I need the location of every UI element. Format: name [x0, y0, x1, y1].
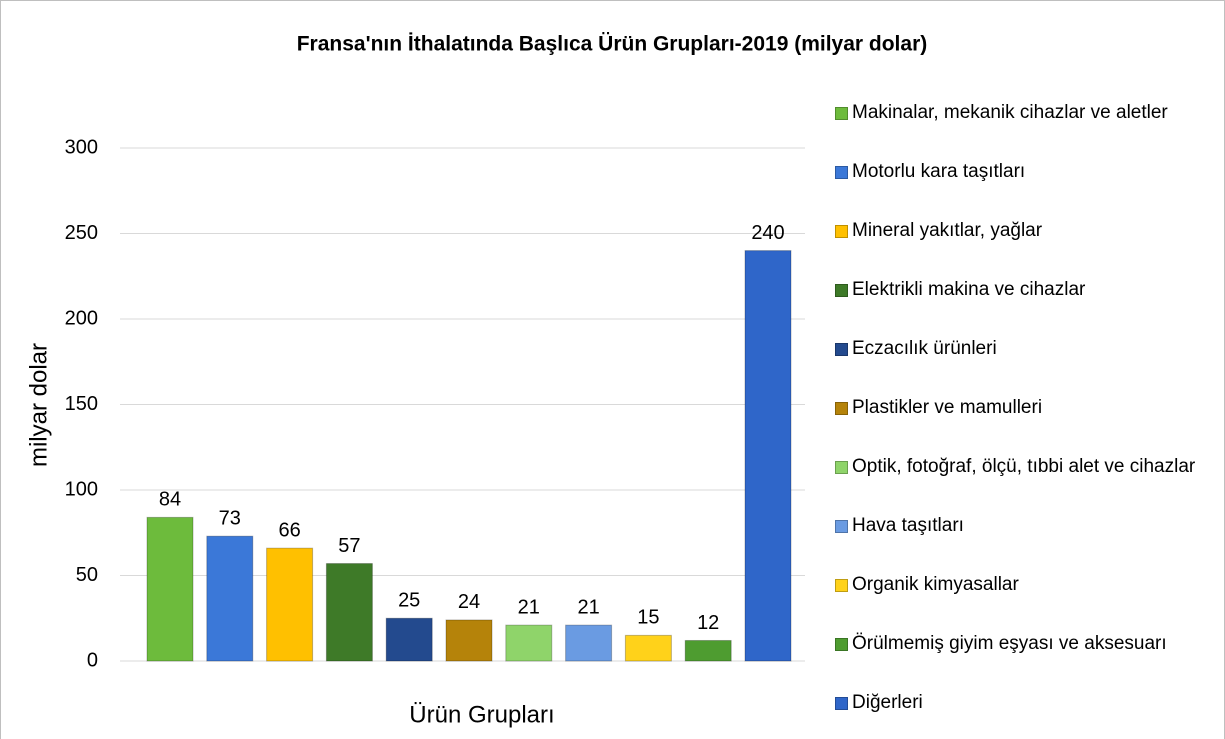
legend-swatch	[835, 579, 848, 592]
legend-label: Mineral yakıtlar, yağlar	[852, 220, 1043, 241]
legend-swatch	[835, 520, 848, 533]
legend-item: Örülmemiş giyim eşyası ve aksesuarı	[835, 628, 1220, 660]
bar	[744, 250, 792, 662]
legend-item: Diğerleri	[835, 687, 1220, 719]
legend-label: Optik, fotoğraf, ölçü, tıbbi alet ve cih…	[852, 456, 1196, 477]
bar	[146, 516, 194, 662]
value-label: 21	[518, 596, 540, 618]
legend-item: Elektrikli makina ve cihazlar	[835, 274, 1220, 306]
y-tick-label: 50	[76, 564, 98, 586]
legend-label: Eczacılık ürünleri	[852, 338, 997, 359]
value-label: 73	[219, 507, 241, 529]
value-label: 12	[697, 612, 719, 634]
value-label: 15	[637, 607, 659, 629]
value-label: 25	[398, 590, 420, 612]
legend-item: Hava taşıtları	[835, 510, 1220, 542]
legend-label: Organik kimyasallar	[852, 574, 1019, 595]
legend-label: Diğerleri	[852, 692, 923, 713]
y-axis-label: milyar dolar	[25, 343, 52, 467]
value-label: 66	[278, 519, 300, 541]
bar	[266, 547, 314, 662]
value-label: 21	[577, 596, 599, 618]
legend-swatch	[835, 107, 848, 120]
chart-title: Fransa'nın İthalatında Başlıca Ürün Grup…	[297, 33, 928, 56]
legend-label: Makinalar, mekanik cihazlar ve aletler	[852, 102, 1168, 123]
legend-item: Eczacılık ürünleri	[835, 333, 1220, 365]
legend-label: Hava taşıtları	[852, 515, 964, 536]
y-tick-label: 250	[65, 222, 98, 244]
bar	[624, 634, 672, 662]
value-label: 57	[338, 535, 360, 557]
legend-swatch	[835, 461, 848, 474]
y-tick-label: 200	[65, 307, 98, 329]
legend-item: Plastikler ve mamulleri	[835, 392, 1220, 424]
legend-label: Motorlu kara taşıtları	[852, 161, 1026, 182]
legend-label: Elektrikli makina ve cihazlar	[852, 279, 1086, 300]
legend-swatch	[835, 638, 848, 651]
bar	[445, 619, 493, 662]
y-tick-label: 100	[65, 478, 98, 500]
legend-label: Örülmemiş giyim eşyası ve aksesuarı	[852, 633, 1167, 654]
y-tick-label: 150	[65, 393, 98, 415]
value-label: 84	[159, 489, 181, 511]
legend-item: Mineral yakıtlar, yağlar	[835, 215, 1220, 247]
legend-swatch	[835, 284, 848, 297]
legend-item: Organik kimyasallar	[835, 569, 1220, 601]
bar	[565, 624, 613, 662]
x-axis-label: Ürün Grupları	[409, 701, 554, 728]
bar	[385, 617, 433, 662]
value-label: 24	[458, 591, 480, 613]
y-tick-label: 0	[87, 649, 98, 671]
bar	[505, 624, 553, 662]
legend-swatch	[835, 402, 848, 415]
legend-swatch	[835, 166, 848, 179]
legend-item: Optik, fotoğraf, ölçü, tıbbi alet ve cih…	[835, 451, 1220, 483]
value-label: 240	[751, 222, 784, 244]
legend-swatch	[835, 697, 848, 710]
y-tick-label: 300	[65, 136, 98, 158]
legend-label: Plastikler ve mamulleri	[852, 397, 1043, 418]
legend-item: Motorlu kara taşıtları	[835, 156, 1220, 188]
bar	[206, 535, 254, 662]
legend-swatch	[835, 343, 848, 356]
legend-swatch	[835, 225, 848, 238]
bar	[684, 639, 732, 662]
bar	[325, 563, 373, 662]
legend-item: Makinalar, mekanik cihazlar ve aletler	[835, 97, 1220, 129]
